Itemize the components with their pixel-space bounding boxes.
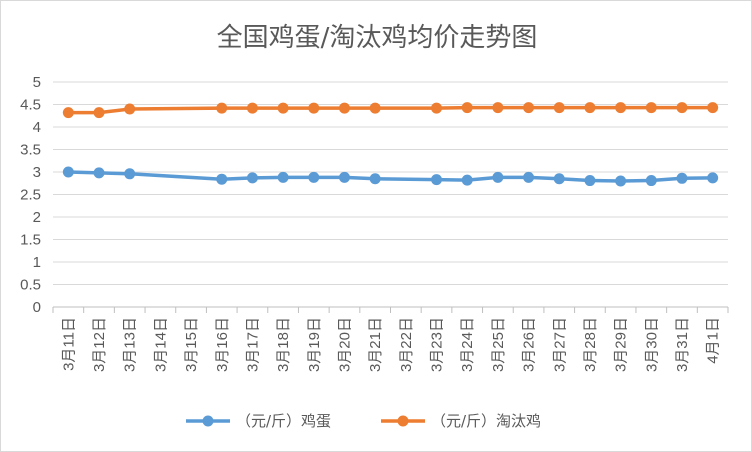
y-tick-label: 1.5 [20,232,41,249]
data-point [676,102,688,114]
x-tick-label: 3月23日 [429,317,446,372]
data-point [338,171,350,183]
data-point [308,102,320,114]
axes: 0 0.5 1 1.5 2 2.5 3 3.5 4 4.5 5 3月11日 3月12日 3月13日 3月14… [20,74,729,372]
data-point [216,102,228,114]
legend-label: （元/斤）淘汰鸡 [431,412,541,430]
y-tick-label: 3 [33,164,41,181]
y-tick-label: 2.5 [20,187,41,204]
gridlines [53,81,728,308]
y-tick-label: 0 [33,299,41,316]
x-tick-label: 3月17日 [244,317,261,372]
x-tick-label: 4月1日 [705,317,722,364]
data-point [707,172,719,184]
y-tick-label: 4.5 [20,97,41,114]
series-1 [62,166,719,187]
data-point [615,102,627,114]
data-point [584,175,596,187]
legend-swatch-marker [397,415,409,427]
data-point [369,173,381,185]
x-tick-label: 3月29日 [613,317,630,372]
x-tick-label: 3月24日 [459,317,476,372]
data-point [93,107,105,119]
data-point [615,175,627,187]
data-point [246,102,258,114]
data-point [338,102,350,114]
data-point [308,171,320,183]
x-tick-label: 3月14日 [152,317,169,372]
legend-item: （元/斤）鸡蛋 [186,412,331,430]
x-tick-label: 3月18日 [275,317,292,372]
data-point [216,173,228,185]
x-tick-label: 3月22日 [398,317,415,372]
y-tick-label: 5 [33,74,41,91]
y-tick-label: 1 [33,254,41,271]
legend-item: （元/斤）淘汰鸡 [381,412,541,430]
series-2 [62,102,719,119]
data-point [676,172,688,184]
x-tick-label: 3月31日 [674,317,691,372]
x-tick-label: 3月13日 [122,317,139,372]
data-point [461,102,473,114]
legend-label: （元/斤）鸡蛋 [236,412,331,430]
y-tick-label: 4 [33,119,41,136]
y-tick-label: 3.5 [20,142,41,159]
data-point [62,166,74,178]
data-point [645,102,657,114]
legend: （元/斤）鸡蛋 （元/斤）淘汰鸡 [186,412,541,430]
data-point [492,102,504,114]
data-point [93,167,105,179]
x-tick-label: 3月16日 [214,317,231,372]
data-point [431,102,443,114]
x-tick-label: 3月20日 [336,317,353,372]
data-point [584,102,596,114]
data-point [553,102,565,114]
y-tick-label: 0.5 [20,277,41,294]
data-point [553,173,565,185]
data-point [461,174,473,186]
x-tick-label: 3月27日 [551,317,568,372]
x-tick-label: 3月30日 [643,317,660,372]
series-group [62,102,719,187]
x-tick-label: 3月26日 [521,317,538,372]
data-point [62,107,74,119]
legend-swatch-marker [202,415,214,427]
x-tick-label: 3月25日 [490,317,507,372]
x-tick-label: 3月28日 [582,317,599,372]
data-point [431,174,443,186]
data-point [277,171,289,183]
data-point [246,172,258,184]
x-tick-label: 3月11日 [60,317,77,371]
data-point [124,168,136,180]
x-tick-label: 3月12日 [91,317,108,372]
data-point [124,103,136,115]
y-tick-label: 2 [33,209,41,226]
chart-title: 全国鸡蛋/淘汰鸡均价走势图 [217,23,538,53]
x-tick-label: 3月21日 [367,317,384,372]
data-point [523,102,535,114]
data-point [523,171,535,183]
x-tick-label: 3月19日 [306,317,323,372]
data-point [707,102,719,114]
data-point [492,171,504,183]
data-point [277,102,289,114]
data-point [369,102,381,114]
data-point [645,175,657,187]
x-tick-label: 3月15日 [183,317,200,372]
